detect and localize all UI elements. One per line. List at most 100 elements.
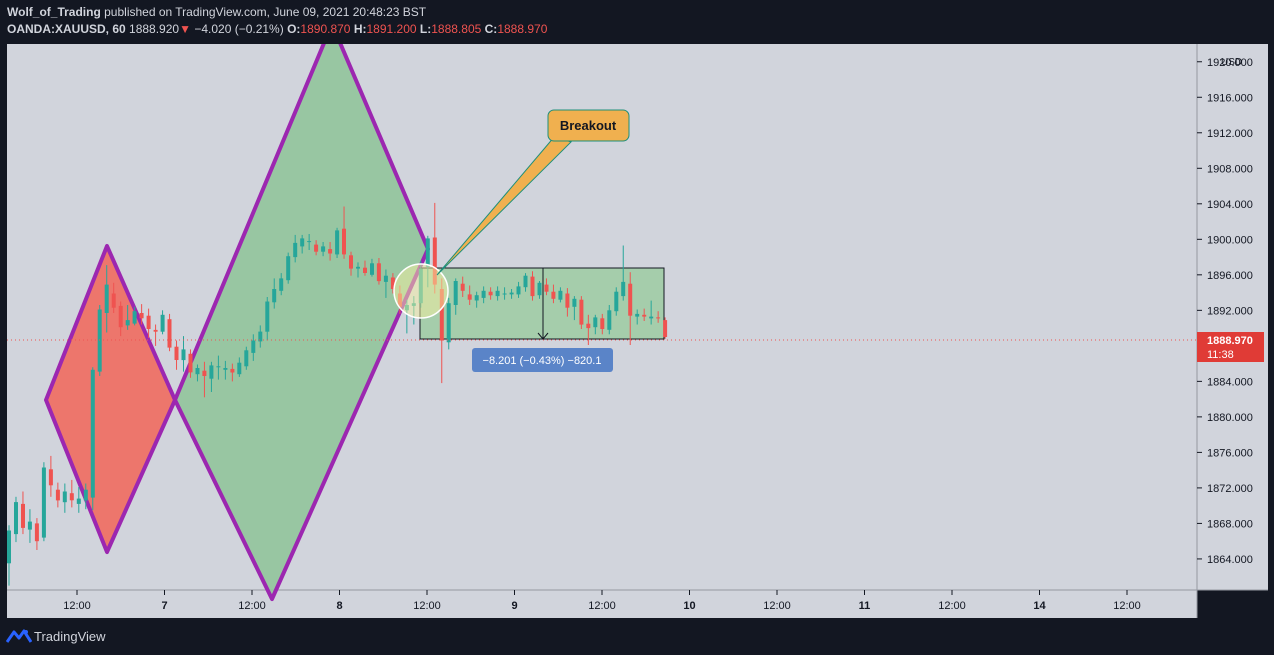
symbol-label[interactable]: OANDA:XAUUSD, 60	[7, 22, 126, 36]
candle-body[interactable]	[265, 301, 270, 332]
candle-body[interactable]	[495, 290, 500, 297]
candle-body[interactable]	[125, 320, 130, 326]
candle-body[interactable]	[509, 292, 514, 295]
time-axis[interactable]: 12:00 7 12:00 8 12:00 9 12:00 10 12:00 11 12:00 14 1…	[63, 590, 1141, 612]
candle-body[interactable]	[27, 521, 32, 530]
candle-body[interactable]	[244, 350, 249, 367]
candle-body[interactable]	[83, 489, 88, 501]
price-axis-background[interactable]	[1197, 44, 1268, 590]
candle-body[interactable]	[656, 317, 661, 319]
candle-body[interactable]	[111, 293, 116, 308]
candle-body[interactable]	[237, 362, 242, 375]
candle-body[interactable]	[370, 263, 374, 275]
candle-body[interactable]	[216, 366, 221, 368]
candle-body[interactable]	[383, 275, 388, 282]
candle-body[interactable]	[55, 489, 60, 501]
breakout-highlight-circle[interactable]	[393, 263, 449, 319]
candle-body[interactable]	[530, 276, 535, 297]
candle-body[interactable]	[614, 291, 619, 312]
candle-body[interactable]	[174, 346, 179, 360]
candle-body[interactable]	[488, 291, 493, 296]
candle-body[interactable]	[314, 244, 319, 252]
candle-body[interactable]	[293, 242, 298, 258]
candle-body[interactable]	[34, 523, 39, 542]
candle-body[interactable]	[48, 469, 53, 486]
candle-body[interactable]	[579, 299, 584, 325]
candle-body[interactable]	[432, 237, 437, 285]
candle-body[interactable]	[251, 340, 256, 353]
candle-body[interactable]	[69, 493, 74, 501]
candle-body[interactable]	[425, 238, 430, 267]
candle-body[interactable]	[460, 283, 465, 291]
candle-body[interactable]	[21, 503, 25, 528]
candle-body[interactable]	[14, 502, 18, 535]
candle-body[interactable]	[62, 491, 67, 503]
candle-body[interactable]	[202, 370, 207, 376]
chart-area[interactable]: −8.201 (−0.43%) −820.1 Breakout 1864.000…	[7, 22, 1268, 618]
candle-body[interactable]	[139, 313, 144, 319]
candle-body[interactable]	[628, 283, 633, 316]
candle-body[interactable]	[663, 320, 668, 337]
candle-body[interactable]	[558, 290, 563, 300]
candle-body[interactable]	[481, 290, 486, 298]
candle-body[interactable]	[328, 249, 333, 254]
candle-body[interactable]	[167, 319, 172, 348]
candle-body[interactable]	[160, 314, 165, 332]
breakout-callout[interactable]	[547, 109, 630, 142]
candle-body[interactable]	[363, 267, 367, 273]
candle-body[interactable]	[7, 530, 11, 564]
candle-body[interactable]	[439, 289, 444, 341]
candle-body[interactable]	[272, 289, 277, 303]
candle-body[interactable]	[376, 263, 381, 282]
candle-body[interactable]	[607, 310, 612, 330]
candle-body[interactable]	[307, 241, 312, 243]
tradingview-brand[interactable]: TradingView	[34, 629, 106, 644]
candle-body[interactable]	[258, 331, 263, 342]
candle-body[interactable]	[523, 275, 528, 288]
price-chart[interactable]: −8.201 (−0.43%) −820.1 Breakout 1864.000…	[7, 22, 1268, 618]
candle-body[interactable]	[565, 293, 570, 308]
candle-body[interactable]	[537, 282, 542, 296]
candle-body[interactable]	[188, 353, 193, 373]
candle-body[interactable]	[635, 313, 640, 317]
candle-body[interactable]	[356, 266, 360, 269]
candle-body[interactable]	[516, 286, 521, 295]
candle-body[interactable]	[321, 246, 326, 252]
candle-body[interactable]	[335, 230, 340, 255]
candle-body[interactable]	[342, 228, 346, 255]
candle-body[interactable]	[586, 323, 591, 329]
candle-body[interactable]	[572, 298, 577, 307]
measure-label-box[interactable]	[472, 348, 613, 372]
candle-body[interactable]	[41, 467, 46, 538]
candle-body[interactable]	[390, 277, 395, 290]
candle-body[interactable]	[181, 349, 186, 361]
candle-body[interactable]	[300, 238, 305, 247]
candle-body[interactable]	[649, 316, 654, 319]
candle-body[interactable]	[474, 295, 479, 301]
candle-body[interactable]	[349, 255, 353, 269]
candle-body[interactable]	[97, 309, 102, 372]
candle-body[interactable]	[223, 368, 228, 370]
candle-body[interactable]	[132, 311, 137, 324]
candle-body[interactable]	[153, 329, 158, 332]
candle-body[interactable]	[146, 315, 151, 329]
candle-body[interactable]	[600, 318, 605, 329]
candle-body[interactable]	[551, 291, 556, 299]
candle-body[interactable]	[76, 498, 81, 504]
candle-body[interactable]	[453, 281, 458, 305]
candle-body[interactable]	[642, 314, 647, 317]
tradingview-logo-icon[interactable]	[6, 628, 32, 644]
candle-body[interactable]	[279, 278, 284, 291]
candle-body[interactable]	[195, 368, 200, 375]
candle-body[interactable]	[286, 256, 291, 281]
candle-body[interactable]	[544, 284, 549, 292]
candle-body[interactable]	[467, 294, 472, 300]
candle-body[interactable]	[209, 365, 214, 379]
candle-body[interactable]	[230, 368, 235, 373]
author-name[interactable]: Wolf_of_Trading	[7, 5, 101, 19]
candle-body[interactable]	[621, 281, 626, 297]
candle-body[interactable]	[593, 317, 598, 328]
candle-body[interactable]	[446, 303, 451, 343]
candle-body[interactable]	[104, 284, 109, 313]
candle-body[interactable]	[502, 293, 507, 295]
